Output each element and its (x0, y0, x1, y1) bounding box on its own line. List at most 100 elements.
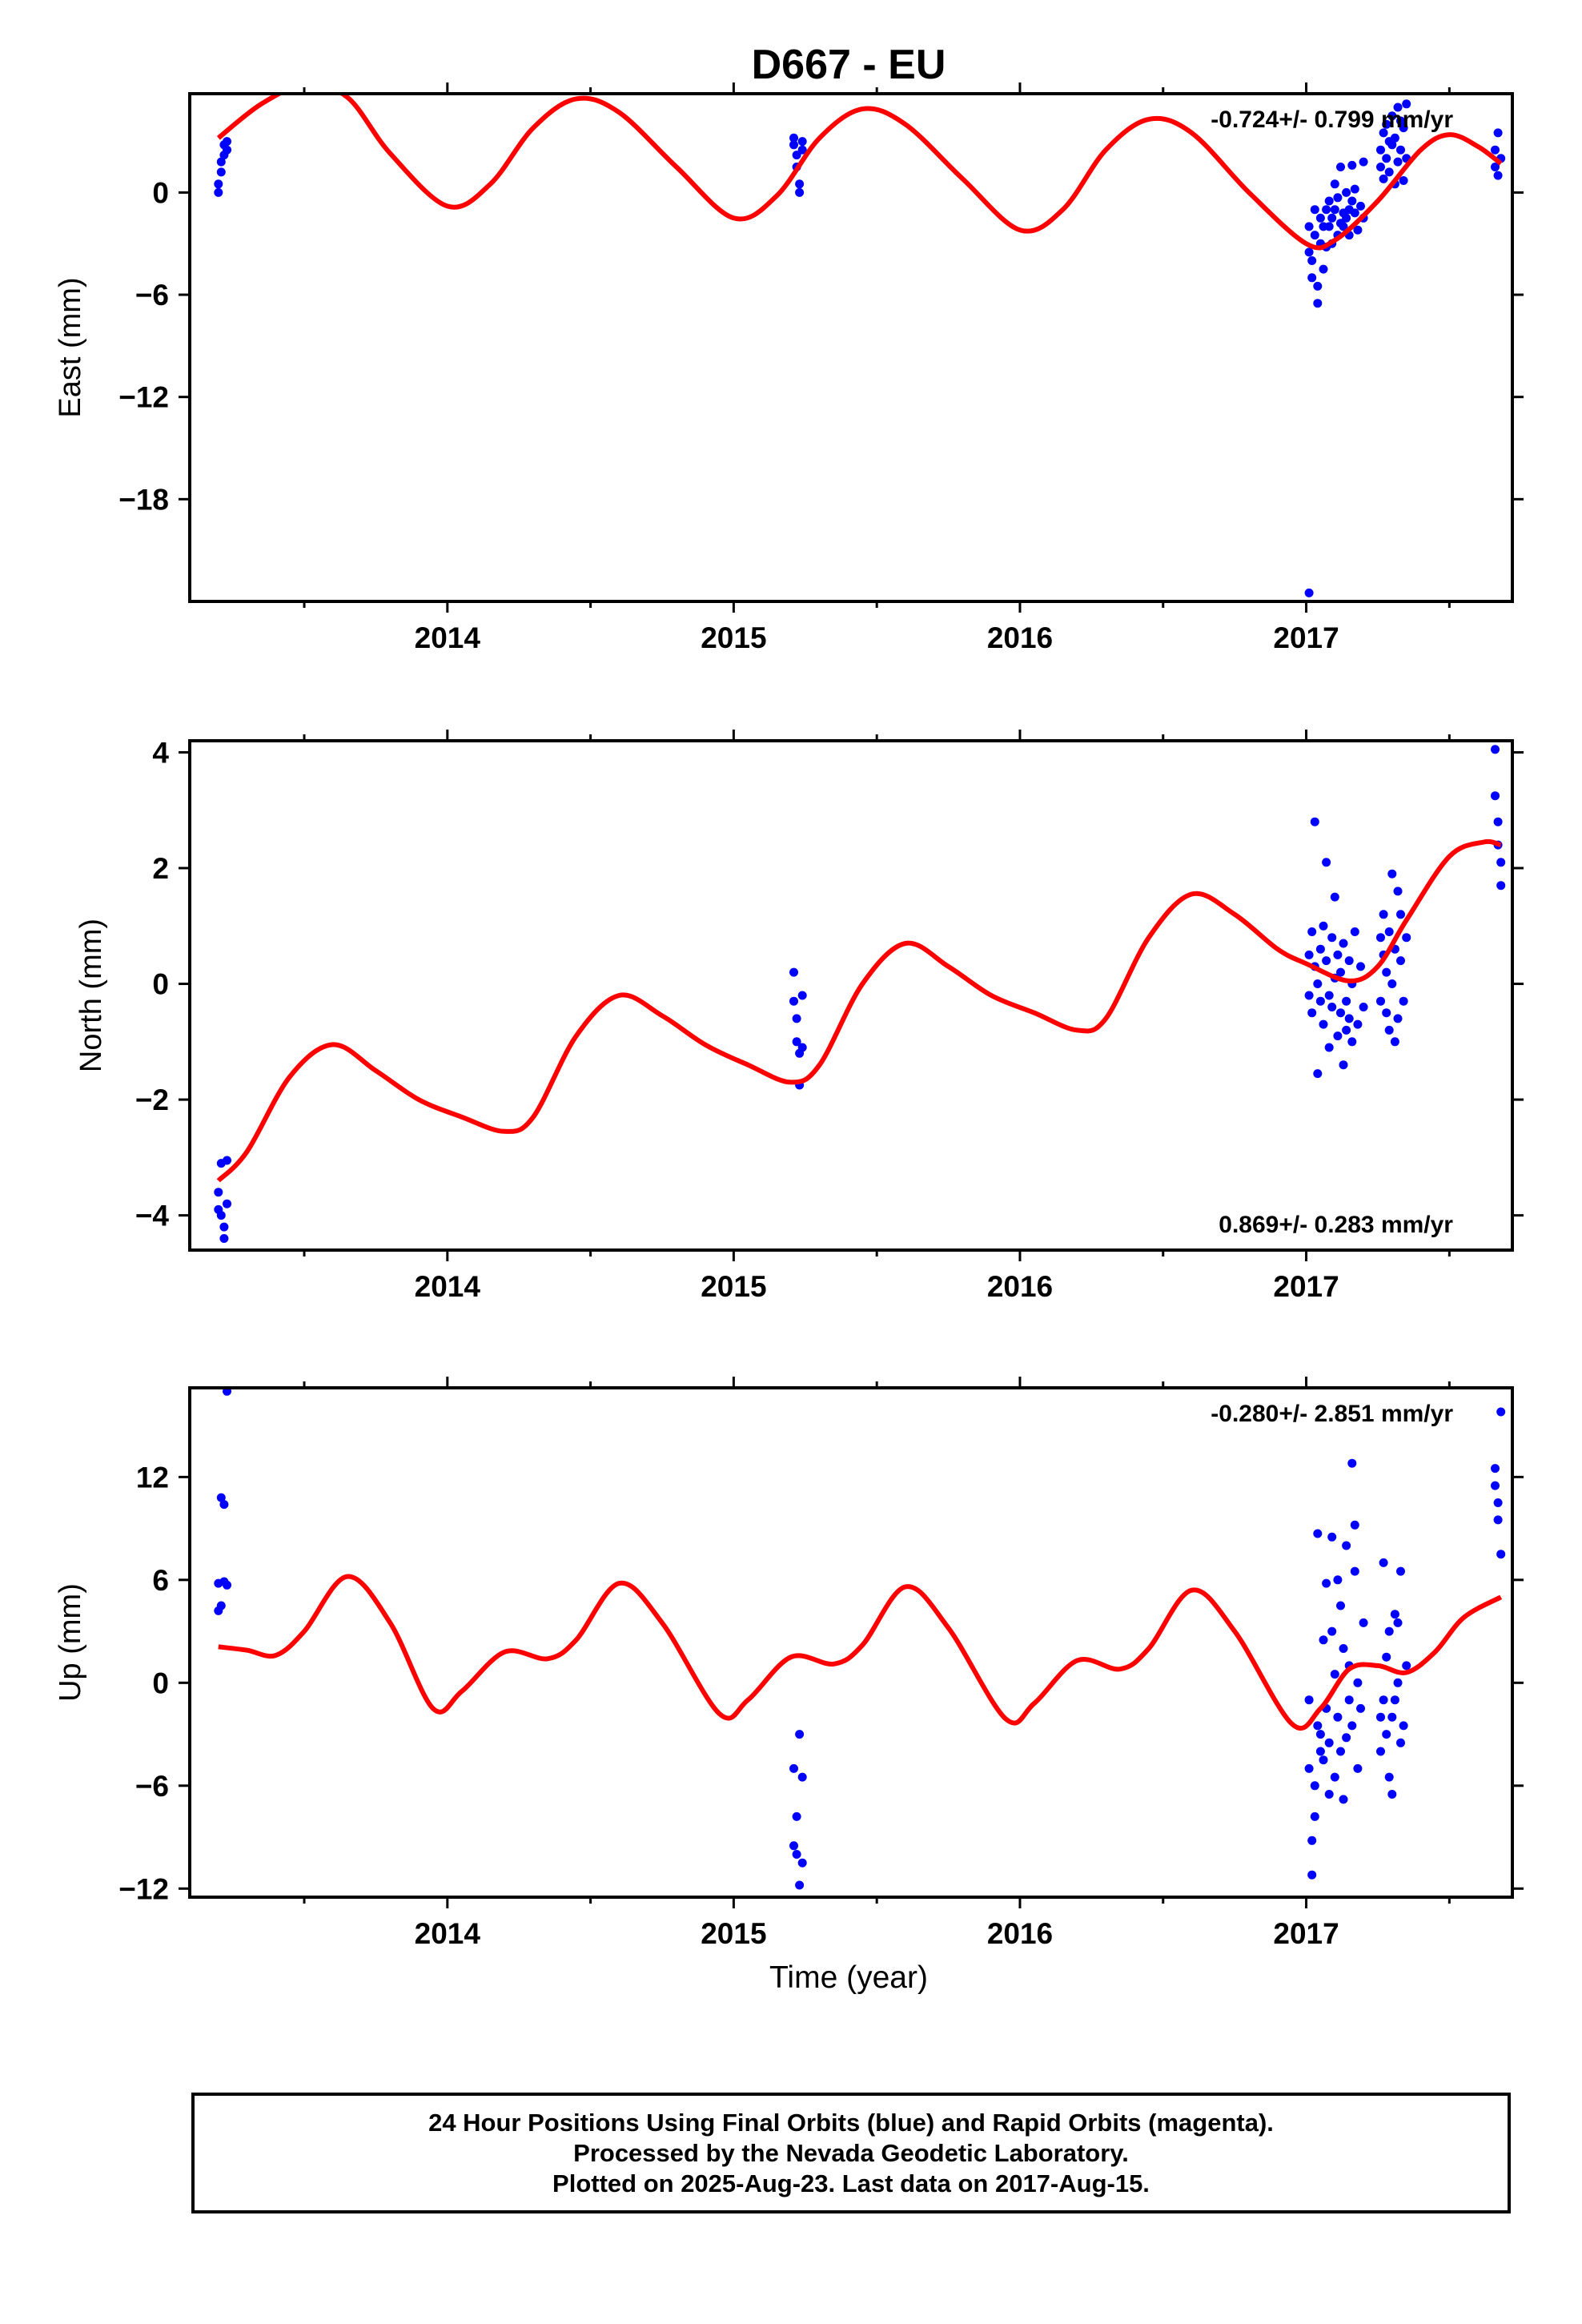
up-point-45 (1344, 1695, 1354, 1705)
north-point-18 (1307, 927, 1317, 936)
figure-title: D667 - EU (752, 42, 946, 88)
north-y-tick-label-4: −4 (135, 1200, 170, 1232)
north-point-70 (1491, 745, 1500, 754)
up-x-tick-label-1: 2015 (701, 1917, 766, 1950)
north-point-10 (792, 1014, 801, 1023)
up-x-tick-label-2: 2016 (987, 1917, 1053, 1950)
up-frame (188, 1386, 1514, 1899)
east-point-8 (789, 133, 798, 143)
north-point-8 (789, 967, 798, 977)
north-point-61 (1387, 979, 1397, 988)
up-point-13 (795, 1880, 805, 1890)
up-point-22 (1313, 1529, 1323, 1538)
up-point-24 (1315, 1747, 1325, 1756)
north-y-tick-label-3: −2 (135, 1084, 169, 1116)
x-axis-label: Time (year) (769, 1960, 928, 1995)
east-x-tick-label-1: 2015 (701, 621, 766, 654)
east-x-tick-label-3: 2017 (1273, 621, 1339, 654)
up-point-53 (1359, 1618, 1368, 1627)
north-point-57 (1382, 967, 1391, 977)
up-point-70 (1399, 1721, 1408, 1731)
north-point-29 (1322, 956, 1331, 966)
footer-line-1: 24 Hour Positions Using Final Orbits (bl… (428, 2108, 1274, 2137)
up-point-6 (223, 1580, 231, 1590)
up-point-39 (1336, 1601, 1345, 1610)
east-point-22 (1313, 281, 1323, 291)
north-x-tick-label-1: 2015 (701, 1270, 766, 1303)
north-point-28 (1322, 858, 1331, 867)
up-point-33 (1327, 1626, 1337, 1636)
up-point-7 (223, 1388, 231, 1396)
north-point-66 (1396, 956, 1405, 966)
east-point-60 (1382, 154, 1391, 163)
east-point-19 (1307, 256, 1317, 265)
up-point-73 (1491, 1481, 1500, 1490)
north-point-26 (1319, 921, 1328, 931)
north-point-2 (216, 1211, 226, 1220)
north-rate-label: 0.869+/- 0.283 mm/yr (1219, 1212, 1453, 1238)
up-point-65 (1390, 1695, 1399, 1705)
panel-up: 2014 2015 2016 2017 12 6 0 −6 −12 Up (mm) -0.280+/… (54, 1377, 1524, 1950)
up-point-12 (795, 1730, 805, 1739)
east-point-50 (1353, 225, 1363, 235)
east-point-58 (1379, 174, 1388, 183)
up-point-17 (1304, 1763, 1314, 1773)
east-point-54 (1304, 588, 1314, 597)
north-point-62 (1390, 1037, 1399, 1047)
north-y-tick-label-2: 0 (152, 968, 169, 1001)
north-point-4 (219, 1222, 229, 1232)
east-point-13 (795, 187, 805, 197)
east-point-66 (1390, 133, 1399, 143)
east-point-62 (1384, 167, 1394, 177)
up-point-20 (1310, 1781, 1319, 1791)
east-y-tick-label-2: −12 (118, 381, 169, 414)
north-point-27 (1319, 1019, 1328, 1029)
up-data (214, 1388, 1506, 1890)
east-point-78 (1493, 171, 1503, 180)
north-point-65 (1393, 1014, 1403, 1023)
north-y-tick-label-0: 4 (152, 736, 169, 769)
north-point-15 (797, 1043, 807, 1052)
east-point-68 (1393, 157, 1403, 167)
up-point-32 (1327, 1532, 1337, 1542)
up-x-tick-label-3: 2017 (1273, 1917, 1339, 1950)
east-point-39 (1336, 163, 1345, 171)
up-point-49 (1350, 1566, 1359, 1576)
north-point-48 (1350, 927, 1359, 936)
up-point-42 (1342, 1541, 1351, 1550)
north-point-75 (1496, 881, 1506, 891)
up-point-35 (1330, 1670, 1339, 1679)
east-point-1 (214, 179, 223, 189)
north-point-67 (1396, 910, 1405, 919)
east-point-57 (1379, 128, 1388, 138)
north-point-56 (1382, 1008, 1391, 1018)
up-point-18 (1307, 1835, 1317, 1845)
east-point-43 (1342, 213, 1351, 223)
up-point-9 (789, 1841, 798, 1851)
east-point-12 (795, 179, 805, 189)
east-point-32 (1327, 213, 1337, 223)
north-point-47 (1347, 1037, 1357, 1047)
east-y-axis-label: East (mm) (54, 277, 87, 417)
east-point-31 (1324, 222, 1334, 231)
north-point-37 (1333, 950, 1343, 959)
up-point-51 (1353, 1763, 1363, 1773)
north-point-14 (797, 991, 807, 1000)
up-y-tick-label-2: 0 (152, 1667, 169, 1699)
north-y-tick-label-1: 2 (152, 852, 169, 885)
north-point-43 (1342, 1025, 1351, 1035)
east-point-10 (792, 151, 801, 160)
up-point-55 (1376, 1747, 1385, 1756)
up-point-40 (1339, 1795, 1348, 1804)
east-x-tick-label-0: 2014 (415, 621, 481, 654)
up-point-76 (1496, 1550, 1506, 1559)
east-point-20 (1310, 205, 1319, 215)
up-y-tick-label-4: −12 (118, 1872, 169, 1905)
up-point-67 (1393, 1678, 1403, 1687)
east-point-23 (1313, 299, 1323, 308)
north-point-16 (1304, 950, 1314, 959)
north-point-39 (1336, 967, 1345, 977)
north-point-52 (1376, 933, 1385, 943)
up-point-41 (1339, 1644, 1348, 1653)
north-point-33 (1327, 1003, 1337, 1011)
